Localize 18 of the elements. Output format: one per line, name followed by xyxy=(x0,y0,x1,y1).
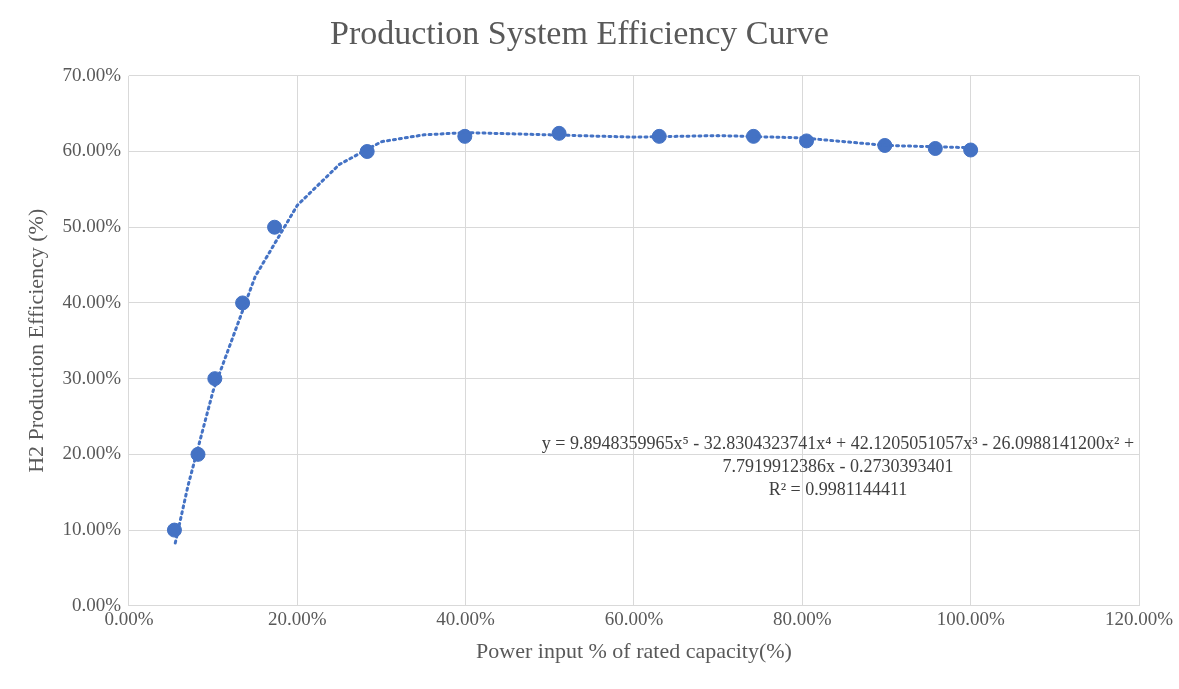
x-tick-label: 20.00% xyxy=(268,608,327,630)
y-axis-title: H2 Production Efficiency (%) xyxy=(22,208,48,473)
y-tick-label: 10.00% xyxy=(62,518,122,540)
x-axis-title: Power input % of rated capacity(%) xyxy=(476,637,792,663)
point xyxy=(267,219,283,235)
chart-title: Production System Efficiency Curve xyxy=(330,14,829,52)
x-tick-label: 80.00% xyxy=(773,608,832,630)
annotation: y = 9.8948359965x⁵ - 32.8304323741x⁴ + 42.1205051057x³ - 26.0988141200x² + 7.7919912386x - 0.2730393401 R² = 0.9981144411 xyxy=(541,432,1135,499)
y-tick-label: 30.00% xyxy=(62,366,122,388)
x-tick-label: 60.00% xyxy=(604,608,664,630)
y-tick-label: 70.00% xyxy=(62,63,122,85)
x-tick-label: 40.00% xyxy=(436,608,496,630)
y-tick-label: 50.00% xyxy=(62,215,122,237)
y-tick-label: 60.00% xyxy=(62,139,122,161)
x-tick-label: 120.00% xyxy=(1104,608,1174,630)
y-tick-label: 40.00% xyxy=(62,290,122,312)
y-tick-label: 20.00% xyxy=(62,442,122,464)
x-tick-label: 100.00% xyxy=(936,608,1005,630)
